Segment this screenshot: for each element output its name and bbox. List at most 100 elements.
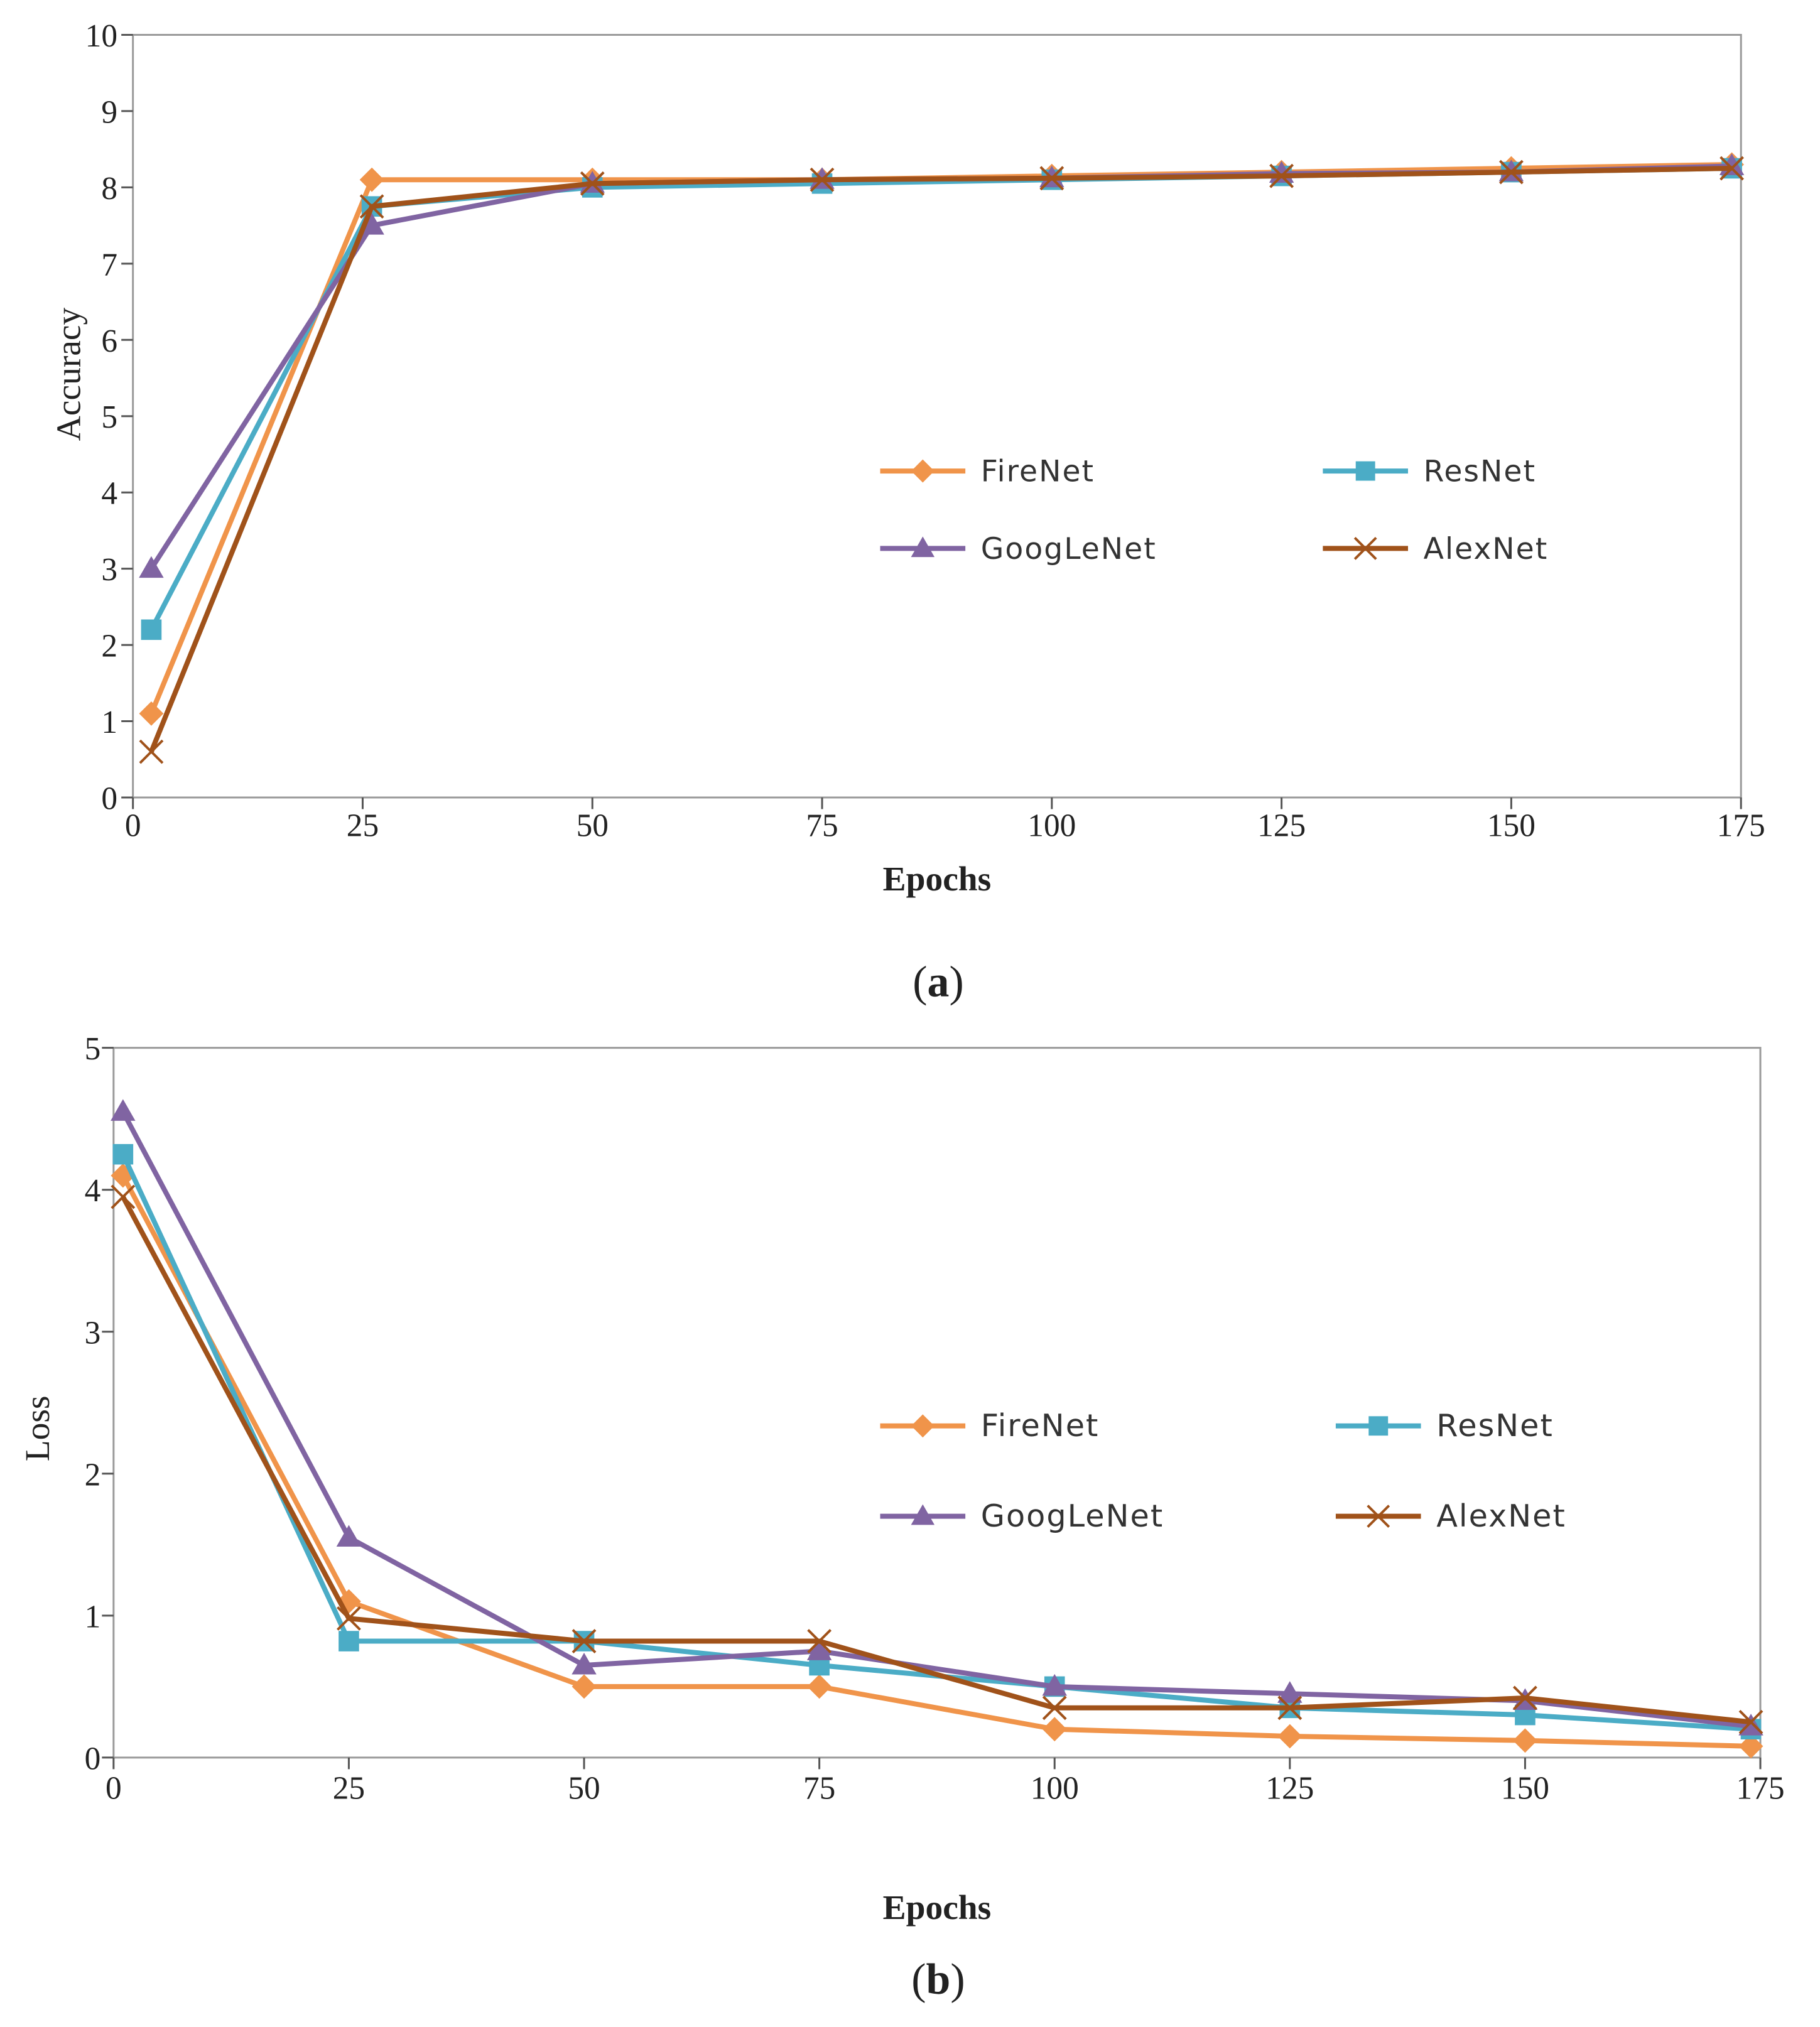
data-point-resnet [339,1631,359,1651]
caption-open: ( [911,1955,926,2004]
legend-marker-resnet [1355,461,1375,481]
data-point-googlenet [1738,1714,1763,1736]
y-tick-label: 5 [85,1031,101,1067]
data-point-googlenet [111,1099,136,1121]
x-axis-label: Epochs [883,1889,992,1927]
data-point-googlenet [139,556,164,578]
legend-marker-firenet [911,459,934,483]
panel-caption: (b) [911,1955,965,2004]
data-point-alexnet-stroke-b [1042,1695,1067,1721]
data-point-alexnet-stroke-b [111,1184,136,1209]
data-point-alexnet-stroke-b [1513,1685,1537,1711]
data-point-alexnet [580,171,605,196]
data-point-firenet [571,1674,597,1699]
data-point-alexnet [1738,1709,1763,1734]
x-tick-label: 150 [1487,808,1536,844]
legend: FireNet ResNet GoogLeNet AlexNet [880,1407,1566,1534]
legend-label-resnet: ResNet [1436,1407,1554,1444]
data-point-alexnet-stroke-b [1498,159,1524,185]
y-tick-label: 3 [85,1315,101,1351]
y-tick-label: 1 [101,705,117,740]
x-tick-label: 50 [568,1771,600,1807]
data-point-firenet [1513,1728,1537,1753]
caption-letter: a [928,958,950,1006]
data-point-alexnet [1269,163,1294,188]
data-point-firenet [807,1674,832,1699]
data-point-googlenet [571,1652,597,1675]
y-tick-label: 5 [101,399,117,435]
data-point-firenet [1738,1734,1763,1759]
data-point-firenet [1042,1717,1067,1742]
legend-label-resnet: ResNet [1424,455,1536,489]
panel-caption: (a) [913,958,963,1006]
legend-marker-alexnet-stroke-b [1367,1505,1390,1528]
x-tick-label: 75 [803,1771,835,1807]
data-point-alexnet-stroke-b [810,167,835,192]
y-tick-label: 0 [85,1741,101,1776]
caption-close: ) [949,958,963,1006]
series-firenet [111,1163,1763,1759]
legend-marker-alexnet [1367,1505,1390,1528]
y-tick-label: 2 [85,1457,101,1493]
legend-label-firenet: FireNet [981,1407,1100,1444]
data-point-alexnet [1277,1695,1303,1721]
legend-label-alexnet: AlexNet [1436,1498,1566,1534]
x-tick-label: 75 [806,808,838,844]
series-googlenet [139,153,1745,578]
y-tick-label: 10 [85,18,117,54]
caption-open: ( [913,958,927,1006]
legend-label-firenet: FireNet [981,455,1095,489]
x-tick-label: 25 [333,1771,365,1807]
data-point-alexnet [1720,156,1744,181]
legend-marker-alexnet-stroke-b [1353,536,1377,560]
y-tick-label: 9 [101,94,117,130]
legend-label-alexnet: AlexNet [1424,532,1549,566]
y-tick-label: 1 [85,1599,101,1635]
x-tick-label: 125 [1265,1771,1314,1807]
data-point-alexnet-stroke-b [1720,156,1744,181]
x-tick-label: 50 [577,808,609,844]
data-point-alexnet-stroke-b [359,194,384,219]
series-line-firenet [149,161,1732,715]
y-tick-label: 3 [101,552,117,588]
data-point-alexnet [810,167,835,192]
data-point-alexnet [337,1606,361,1631]
data-point-alexnet-stroke-b [1269,163,1294,188]
data-point-googlenet [1277,1681,1303,1703]
data-point-alexnet [139,739,164,764]
y-tick-label: 6 [101,323,117,359]
x-tick-label: 25 [347,808,379,844]
series-line-firenet [121,1174,1752,1749]
x-tick-label: 0 [125,808,141,844]
legend-marker-firenet [911,1414,934,1438]
y-tick-label: 2 [101,629,117,664]
legend-label-googlenet: GoogLeNet [981,1498,1164,1534]
data-point-resnet [141,619,162,641]
legend: FireNet ResNet GoogLeNet AlexNet [880,455,1549,566]
data-point-alexnet-stroke-b [1738,1709,1763,1734]
y-tick-label: 4 [85,1173,101,1209]
data-point-alexnet [807,1629,832,1653]
data-point-alexnet-stroke-b [139,739,164,764]
data-point-alexnet-stroke-b [807,1629,832,1653]
series-line-alexnet [121,1196,1752,1725]
data-point-alexnet [571,1629,597,1653]
data-point-firenet [139,701,164,726]
y-tick-label: 4 [101,476,117,512]
legend-marker-alexnet [1353,536,1377,560]
plot-frame [132,33,1742,799]
data-point-alexnet-stroke-b [580,171,605,196]
y-axis-label: Loss [19,1395,57,1461]
series-line-googlenet [149,163,1732,570]
legend-marker-googlenet [911,536,935,558]
y-tick-label: 8 [101,171,117,207]
data-point-resnet [112,1143,134,1165]
x-tick-label: 0 [106,1771,122,1807]
x-tick-label: 150 [1501,1771,1549,1807]
legend-label-googlenet: GoogLeNet [981,532,1157,566]
data-point-googlenet [1042,1673,1067,1696]
data-point-alexnet-stroke-b [571,1629,597,1653]
data-point-alexnet-stroke-b [337,1606,361,1631]
